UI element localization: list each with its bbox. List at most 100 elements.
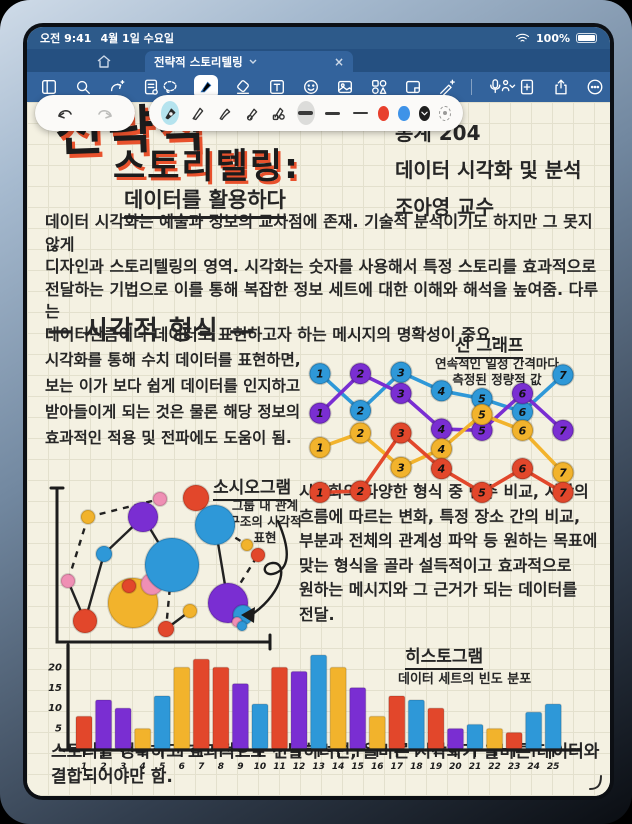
point-label: 7 — [559, 424, 567, 437]
shape-pen-icon[interactable] — [270, 101, 288, 125]
right-column-text: 시각화의 다양한 형식 중 변수 비교, 시간의 흐름에 따르는 변화, 특정 … — [299, 482, 598, 624]
color-black-selected[interactable] — [418, 105, 431, 121]
histogram-bar — [466, 723, 484, 750]
sociogram-node-blue — [95, 545, 113, 563]
fountain-pen-icon[interactable] — [161, 101, 180, 125]
stroke-thick[interactable] — [296, 101, 315, 125]
sociogram-title: 소시오그램 — [213, 473, 292, 501]
x-tick-label: 3 — [120, 762, 126, 772]
histogram-bar — [114, 707, 132, 750]
histogram-bar — [173, 666, 191, 750]
x-tick-label: 9 — [237, 762, 243, 772]
histogram-bar — [290, 670, 308, 750]
sociogram-node-red — [121, 578, 137, 594]
elements-icon[interactable] — [369, 78, 388, 97]
red-point — [308, 480, 332, 504]
color-picker-icon[interactable] — [439, 105, 451, 121]
sociogram-node-red — [182, 484, 210, 512]
y-tick-label: 20 — [48, 662, 62, 673]
record-audio-icon[interactable] — [487, 78, 517, 97]
red-point — [551, 480, 575, 504]
brush-pen-icon[interactable] — [215, 101, 233, 125]
share-icon[interactable] — [551, 78, 570, 97]
y-tick-label: 5 — [55, 724, 62, 735]
undo-button[interactable] — [53, 101, 77, 125]
lasso-icon[interactable] — [160, 78, 179, 97]
home-button[interactable] — [89, 52, 119, 70]
point-label: 2 — [357, 368, 365, 381]
photo-icon[interactable] — [335, 78, 354, 97]
sociogram-axes — [49, 486, 272, 651]
sticker-icon[interactable] — [301, 78, 320, 97]
blue-point — [308, 362, 332, 386]
x-tick-label: 12 — [293, 762, 306, 772]
add-page-icon[interactable] — [517, 78, 536, 97]
notebooks-icon[interactable] — [39, 78, 58, 97]
point-label: 6 — [519, 406, 527, 419]
yellow-point — [389, 455, 413, 479]
x-tick-label: 5 — [159, 762, 165, 772]
sociogram-edge — [66, 516, 90, 582]
tab-active[interactable]: 전략적 스토리텔링 × — [145, 51, 353, 72]
magic-pen-icon[interactable] — [437, 78, 456, 97]
annotation-arrow — [252, 519, 288, 615]
point-label: 3 — [397, 387, 405, 400]
redo-button[interactable] — [93, 101, 117, 125]
search-icon[interactable] — [73, 78, 92, 97]
course-info: 통계 204 데이터 시각화 및 분석 조아영 교수 — [395, 121, 582, 219]
tab-close-icon[interactable]: × — [333, 54, 344, 69]
blue-point — [430, 379, 453, 403]
page-template-icon[interactable] — [141, 78, 160, 97]
note-card-icon[interactable] — [403, 78, 422, 97]
histogram-bar — [329, 666, 347, 750]
purple-point — [308, 401, 332, 425]
stroke-thin[interactable] — [351, 101, 369, 125]
histogram-bar — [485, 727, 504, 750]
sociogram-node-yellow — [240, 538, 254, 552]
x-tick-label: 1 — [81, 762, 87, 772]
color-red[interactable] — [378, 105, 390, 121]
x-tick-label: 6 — [179, 762, 185, 772]
note-canvas[interactable]: 전략적 스토리텔링: 데이터를 활용하다 통계 204 데이터 시각화 및 분석… — [27, 98, 610, 796]
stroke-medium[interactable] — [324, 101, 342, 125]
point-label: 5 — [478, 393, 486, 406]
chevron-down-icon — [249, 59, 257, 64]
eraser-icon[interactable] — [233, 78, 252, 97]
ballpoint-pen-icon[interactable] — [188, 101, 206, 125]
sociogram-chart — [49, 484, 288, 651]
sociogram-node-pink — [60, 573, 76, 589]
text-tool-icon[interactable] — [267, 78, 286, 97]
red-point — [349, 479, 372, 503]
x-tick-label: 20 — [449, 762, 462, 772]
sociogram-edge — [226, 554, 260, 604]
wifi-icon — [515, 32, 530, 44]
x-tick-label: 23 — [508, 762, 521, 772]
x-tick-label: 25 — [547, 762, 560, 772]
annotation-arrowhead — [241, 607, 255, 623]
line-chart-title: 선 그래프 — [455, 331, 524, 359]
screen: 오전 9:41 4월 1일 수요일 100% 전략적 스토리텔링 × — [27, 27, 610, 796]
purple-point — [349, 362, 372, 386]
point-label: 6 — [519, 424, 527, 437]
color-blue[interactable] — [398, 105, 410, 121]
x-tick-label: 16 — [371, 762, 384, 772]
status-bar: 오전 9:41 4월 1일 수요일 100% — [27, 27, 610, 49]
sociogram-node-purple — [127, 501, 159, 533]
point-label: 6 — [519, 387, 527, 400]
navigate-icon[interactable] — [107, 78, 126, 97]
point-label: 3 — [397, 366, 405, 379]
sociogram-node-yellow — [182, 603, 198, 619]
note-title-sub: 스토리텔링: — [113, 147, 300, 187]
sociogram-node-red — [250, 547, 266, 563]
histogram-bar — [388, 695, 406, 750]
blue-point — [389, 360, 413, 384]
x-tick-label: 11 — [273, 762, 286, 772]
point-label: 2 — [357, 485, 365, 498]
loop-pen-icon[interactable] — [242, 101, 260, 125]
histogram-subtitle: 데이터 세트의 빈도 분포 — [398, 672, 532, 687]
histogram-bar — [133, 727, 152, 750]
more-icon[interactable] — [585, 78, 604, 97]
x-tick-label: 8 — [218, 762, 224, 772]
histogram-bar — [544, 703, 562, 750]
